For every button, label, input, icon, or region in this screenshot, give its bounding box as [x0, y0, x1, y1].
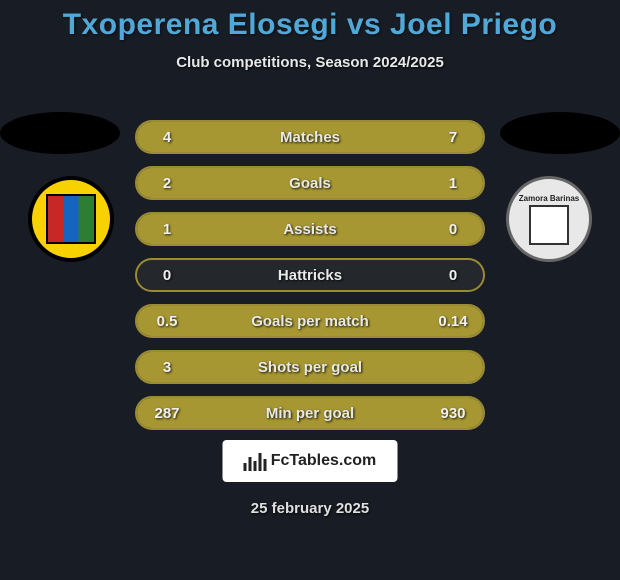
club-badge-right-inner — [529, 205, 569, 245]
player-shadow-left — [0, 112, 120, 154]
stat-row: 4Matches7 — [135, 120, 485, 154]
stat-row: 1Assists0 — [135, 212, 485, 246]
stat-label: Hattricks — [197, 267, 423, 284]
stat-row: 0.5Goals per match0.14 — [135, 304, 485, 338]
footer-brand-text: FcTables.com — [271, 452, 377, 470]
stat-row: 2Goals1 — [135, 166, 485, 200]
stat-value-left: 3 — [137, 359, 197, 376]
footer-date: 25 february 2025 — [251, 500, 369, 517]
stat-row: 0Hattricks0 — [135, 258, 485, 292]
club-badge-left-inner — [46, 194, 96, 244]
stat-value-left: 1 — [137, 221, 197, 238]
stat-value-left: 0 — [137, 267, 197, 284]
stat-label: Min per goal — [197, 405, 423, 422]
club-badge-right: Zamora Barinas — [506, 176, 592, 262]
stat-value-left: 2 — [137, 175, 197, 192]
club-badge-right-label: Zamora Barinas — [519, 194, 579, 203]
stat-value-right: 930 — [423, 405, 483, 422]
stat-value-left: 0.5 — [137, 313, 197, 330]
stat-value-left: 4 — [137, 129, 197, 146]
stat-value-left: 287 — [137, 405, 197, 422]
stat-value-right: 0 — [423, 221, 483, 238]
stat-label: Assists — [197, 221, 423, 238]
stat-row: 287Min per goal930 — [135, 396, 485, 430]
player-shadow-right — [500, 112, 620, 154]
stat-row: 3Shots per goal — [135, 350, 485, 384]
stat-value-right: 1 — [423, 175, 483, 192]
stats-container: 4Matches72Goals11Assists00Hattricks00.5G… — [135, 120, 485, 442]
stat-value-right: 0 — [423, 267, 483, 284]
stat-label: Shots per goal — [197, 359, 423, 376]
page-title: Txoperena Elosegi vs Joel Priego — [0, 0, 620, 42]
subtitle: Club competitions, Season 2024/2025 — [0, 54, 620, 71]
stat-label: Matches — [197, 129, 423, 146]
stat-label: Goals per match — [197, 313, 423, 330]
stat-label: Goals — [197, 175, 423, 192]
stat-value-right: 7 — [423, 129, 483, 146]
footer-brand-logo: FcTables.com — [223, 440, 398, 482]
club-badge-left — [28, 176, 114, 262]
chart-icon — [244, 451, 267, 471]
stat-value-right: 0.14 — [423, 313, 483, 330]
